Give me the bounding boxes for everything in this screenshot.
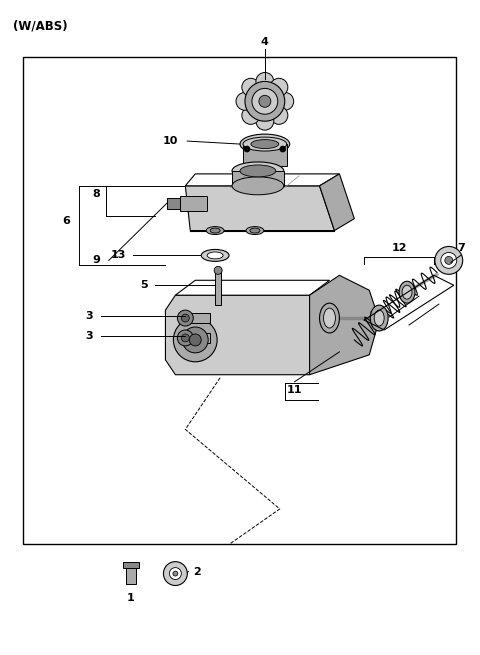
Circle shape [173, 318, 217, 362]
Ellipse shape [320, 303, 339, 333]
Circle shape [445, 256, 453, 265]
Polygon shape [180, 196, 207, 211]
Ellipse shape [210, 228, 220, 233]
Circle shape [280, 146, 286, 152]
Circle shape [189, 334, 201, 346]
Polygon shape [175, 280, 329, 295]
Ellipse shape [246, 227, 264, 234]
Polygon shape [232, 171, 284, 186]
Circle shape [276, 92, 294, 110]
Text: 8: 8 [92, 189, 100, 198]
Text: 6: 6 [62, 215, 70, 225]
Text: 11: 11 [287, 384, 302, 395]
Circle shape [245, 81, 285, 121]
Polygon shape [185, 186, 335, 231]
Polygon shape [185, 174, 339, 186]
Circle shape [270, 106, 288, 124]
Text: 12: 12 [391, 244, 407, 253]
Circle shape [181, 314, 189, 322]
Polygon shape [243, 144, 287, 166]
Ellipse shape [240, 165, 276, 177]
Text: 3: 3 [85, 331, 93, 341]
Bar [185, 333, 210, 343]
Circle shape [256, 73, 274, 90]
Text: 5: 5 [140, 280, 147, 290]
Text: 10: 10 [163, 136, 178, 146]
Text: 4: 4 [261, 37, 269, 47]
Ellipse shape [232, 177, 284, 195]
Circle shape [242, 106, 260, 124]
Circle shape [178, 330, 193, 346]
Ellipse shape [240, 134, 290, 154]
Circle shape [441, 252, 457, 269]
Ellipse shape [232, 162, 284, 180]
Bar [215, 271, 221, 305]
Circle shape [252, 88, 278, 114]
Circle shape [236, 92, 254, 110]
Ellipse shape [370, 305, 388, 331]
Text: 9: 9 [92, 255, 100, 265]
Ellipse shape [201, 250, 229, 261]
Circle shape [242, 79, 260, 96]
Text: 7: 7 [457, 244, 465, 253]
Ellipse shape [243, 137, 287, 151]
Circle shape [259, 96, 271, 107]
Circle shape [178, 310, 193, 326]
Polygon shape [320, 174, 354, 231]
Ellipse shape [324, 308, 336, 328]
Circle shape [182, 327, 208, 353]
Circle shape [181, 334, 189, 342]
Ellipse shape [374, 310, 384, 326]
Circle shape [256, 112, 274, 130]
Circle shape [173, 571, 178, 576]
Bar [23, 56, 456, 544]
Ellipse shape [207, 252, 223, 259]
Ellipse shape [250, 228, 260, 233]
Ellipse shape [251, 140, 279, 149]
Bar [123, 561, 139, 568]
Text: 3: 3 [85, 311, 93, 321]
Ellipse shape [402, 285, 412, 299]
Text: (W/ABS): (W/ABS) [13, 20, 68, 33]
Circle shape [270, 79, 288, 96]
Text: 13: 13 [111, 250, 126, 261]
Ellipse shape [206, 227, 224, 234]
Circle shape [169, 568, 181, 580]
Bar [185, 313, 210, 323]
Polygon shape [310, 275, 379, 375]
Circle shape [214, 267, 222, 274]
Bar [126, 566, 136, 584]
Circle shape [244, 146, 250, 152]
Circle shape [435, 246, 463, 274]
Text: 2: 2 [193, 567, 201, 576]
Text: 1: 1 [127, 593, 134, 603]
Polygon shape [166, 295, 329, 375]
Ellipse shape [399, 281, 415, 303]
Circle shape [164, 561, 187, 586]
Polygon shape [168, 198, 180, 209]
